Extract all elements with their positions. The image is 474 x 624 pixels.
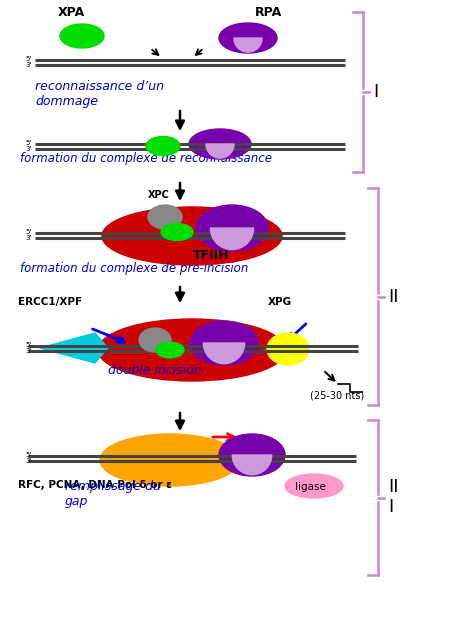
Wedge shape [232, 455, 272, 475]
Ellipse shape [100, 434, 240, 486]
Wedge shape [234, 38, 262, 52]
Text: 3': 3' [25, 458, 31, 464]
Ellipse shape [219, 434, 285, 476]
Text: reconnaissance d’un
dommage: reconnaissance d’un dommage [35, 80, 164, 108]
Text: I: I [388, 499, 393, 517]
Text: 5': 5' [25, 452, 31, 458]
Text: RPA: RPA [255, 6, 282, 19]
Text: XPC: XPC [148, 190, 170, 200]
Text: 3': 3' [25, 235, 31, 241]
Ellipse shape [161, 223, 193, 240]
Text: double incision: double incision [108, 364, 202, 377]
Ellipse shape [146, 137, 180, 155]
Ellipse shape [98, 319, 286, 381]
Wedge shape [203, 343, 245, 364]
Text: ERCC1/XPF: ERCC1/XPF [18, 297, 82, 307]
Polygon shape [40, 333, 108, 363]
Ellipse shape [285, 474, 343, 498]
Wedge shape [210, 228, 254, 250]
Ellipse shape [102, 207, 282, 265]
Text: 3': 3' [25, 62, 31, 68]
Text: 5': 5' [25, 56, 31, 62]
Ellipse shape [156, 342, 184, 358]
Text: (25-30 nts): (25-30 nts) [310, 390, 364, 400]
Ellipse shape [190, 321, 258, 365]
Ellipse shape [148, 205, 182, 229]
Text: remplissage du
gap: remplissage du gap [65, 480, 161, 508]
Text: 3': 3' [25, 348, 31, 354]
Text: XPA: XPA [58, 6, 85, 19]
Text: 3': 3' [25, 146, 31, 152]
Ellipse shape [189, 129, 251, 159]
Ellipse shape [60, 24, 104, 48]
Text: I: I [373, 83, 378, 101]
Ellipse shape [219, 23, 277, 53]
Text: RFC, PCNA, DNA Pol δ or ε: RFC, PCNA, DNA Pol δ or ε [18, 480, 172, 490]
Text: ligase: ligase [295, 482, 326, 492]
Text: II: II [388, 479, 399, 497]
Ellipse shape [267, 333, 309, 365]
Text: formation du complexe de pré-incision: formation du complexe de pré-incision [20, 262, 248, 275]
Ellipse shape [139, 328, 171, 352]
Ellipse shape [196, 205, 268, 251]
Text: XPG: XPG [268, 297, 292, 307]
Text: 5': 5' [25, 229, 31, 235]
Text: formation du complexe de reconnaissance: formation du complexe de reconnaissance [20, 152, 272, 165]
Text: TFIIH: TFIIH [193, 249, 229, 262]
Text: 5': 5' [25, 140, 31, 146]
Wedge shape [206, 144, 234, 158]
Text: II: II [388, 288, 399, 306]
Text: 5': 5' [25, 342, 31, 348]
